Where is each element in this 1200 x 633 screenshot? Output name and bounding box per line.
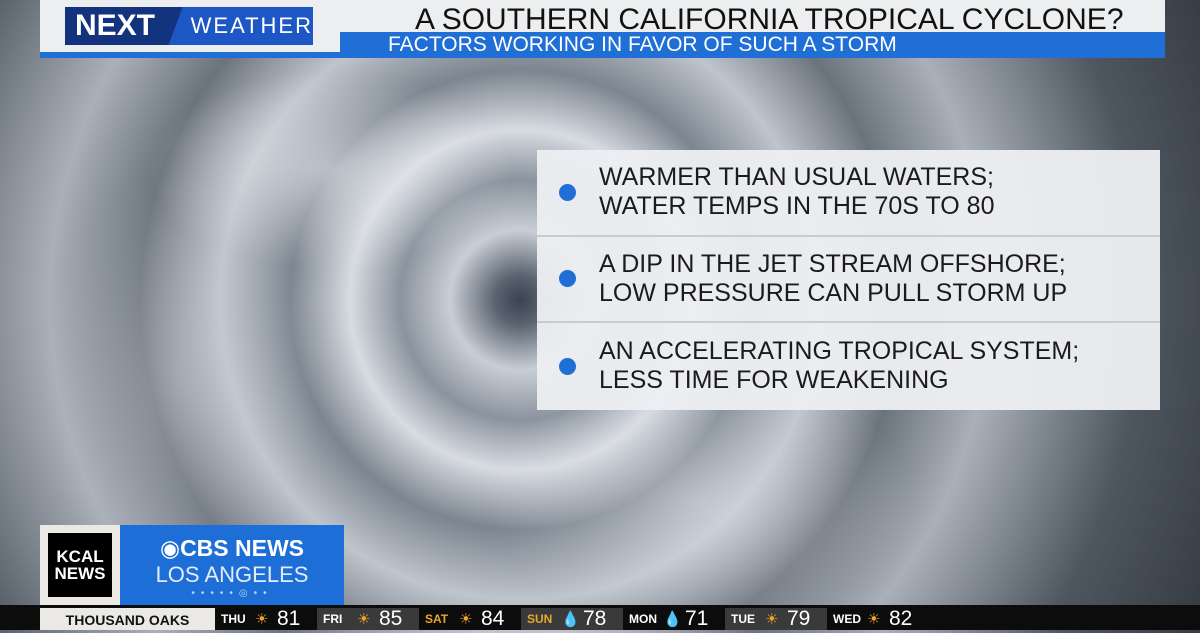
rain-icon: 💧 (561, 611, 580, 628)
day-temp: 79 (787, 607, 811, 630)
day-temp: 82 (889, 607, 913, 630)
factor-line: A DIP IN THE JET STREAM OFFSHORE; (599, 249, 1066, 278)
factor-item: A DIP IN THE JET STREAM OFFSHORE; LOW PRE… (537, 237, 1160, 324)
sun-icon: ☀ (459, 611, 473, 628)
city-text: LOS ANGELES (155, 562, 309, 587)
day-label: WED (833, 612, 861, 626)
factor-line: WATER TEMPS IN THE 70S TO 80 (599, 192, 995, 221)
day-label: THU (221, 612, 246, 626)
factor-line: LOW PRESSURE CAN PULL STORM UP (599, 278, 1068, 307)
rain-icon: 💧 (663, 611, 682, 628)
cbs-news-text: CBS NEWS (180, 535, 305, 561)
sun-icon: ☀ (255, 611, 269, 628)
logo-next: NEXT (65, 7, 183, 45)
forecast-day: SUN 💧 78 (521, 607, 623, 630)
bullet-icon (559, 357, 576, 375)
logo-weather: WEATHER (190, 13, 313, 38)
day-label: MON (629, 612, 657, 626)
forecast-day: TUE ☀ 79 (725, 607, 827, 630)
subheadline: FACTORS WORKING IN FAVOR OF SUCH A STORM (340, 32, 1165, 58)
factor-line: LESS TIME FOR WEAKENING (599, 366, 949, 395)
day-temp: 84 (481, 607, 505, 630)
ticker-location: THOUSAND OAKS (40, 608, 215, 630)
forecast-day: THU ☀ 81 (215, 607, 317, 630)
next-weather-logo: NEXT WEATHER (65, 7, 313, 45)
cbs-eye-icon: ◉ (159, 535, 181, 561)
factor-item: AN ACCELERATING TROPICAL SYSTEM; LESS TIM… (537, 323, 1160, 410)
cbs-news-la-bug: ◉CBS NEWS LOS ANGELES •••••◎•• (120, 525, 344, 605)
kcal-news-logo: KCAL NEWS (40, 525, 120, 605)
sun-icon: ☀ (765, 611, 779, 628)
bullet-icon (559, 183, 576, 201)
factors-panel: WARMER THAN USUAL WATERS; WATER TEMPS IN … (537, 150, 1160, 410)
header-bar: NEXT WEATHER A SOUTHERN CALIFORNIA TROPI… (40, 0, 1165, 58)
weather-ticker: THOUSAND OAKS THU ☀ 81 FRI ☀ 85 SAT ☀ 84 SUN 💧 78 MO… (0, 605, 1200, 630)
sun-icon: ☀ (867, 611, 881, 628)
dots-decoration: •••••◎•• (191, 588, 273, 599)
day-label: SUN (527, 612, 553, 626)
kcal-text: KCAL (56, 547, 104, 566)
bullet-icon (559, 270, 576, 288)
headline: A SOUTHERN CALIFORNIA TROPICAL CYCLONE? (415, 3, 1124, 36)
day-temp: 85 (379, 607, 403, 630)
factor-item: WARMER THAN USUAL WATERS; WATER TEMPS IN … (537, 150, 1160, 237)
forecast-day: MON 💧 71 (623, 607, 725, 630)
forecast-day: FRI ☀ 85 (317, 607, 419, 630)
factor-line: AN ACCELERATING TROPICAL SYSTEM; (599, 337, 1080, 366)
forecast-day: SAT ☀ 84 (419, 607, 521, 630)
forecast-day: WED ☀ 82 (827, 607, 929, 630)
day-temp: 78 (583, 607, 607, 630)
news-text: NEWS (54, 564, 106, 583)
day-temp: 81 (277, 607, 301, 630)
day-temp: 71 (685, 607, 709, 630)
day-label: TUE (731, 612, 755, 626)
day-label: FRI (323, 612, 343, 626)
day-label: SAT (425, 612, 449, 626)
sun-icon: ☀ (357, 611, 371, 628)
factor-line: WARMER THAN USUAL WATERS; (599, 163, 994, 192)
